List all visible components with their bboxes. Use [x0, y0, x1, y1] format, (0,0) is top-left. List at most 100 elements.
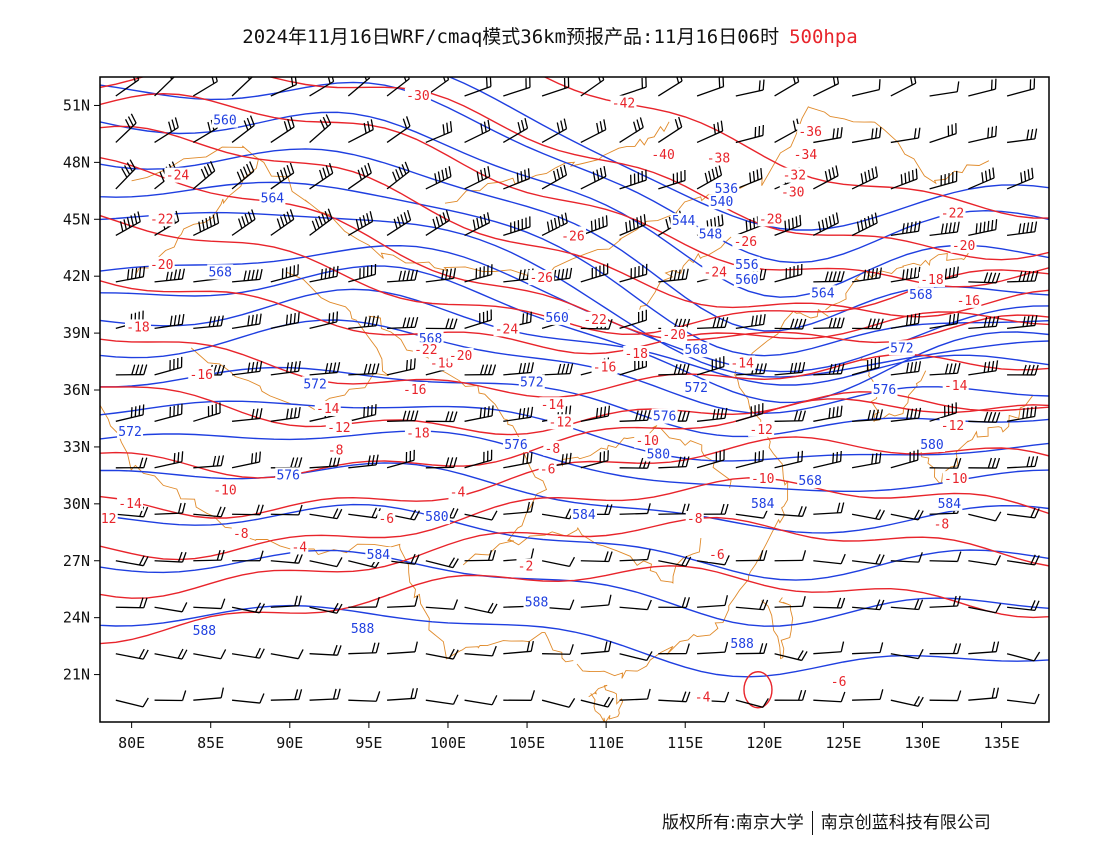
wind-barb — [813, 77, 840, 97]
height-contour-line — [100, 288, 1049, 386]
temperature-contour-label: -24 — [704, 265, 728, 280]
temperature-contour-label-bg — [448, 484, 467, 500]
lat-tick-label: 51N — [63, 96, 90, 114]
wind-barb — [503, 640, 534, 655]
border-line — [131, 106, 990, 281]
wind-barb — [192, 77, 218, 97]
wind-barb — [270, 312, 300, 329]
wind-barb — [658, 456, 690, 469]
wind-barb — [851, 452, 882, 469]
height-contour-line — [100, 148, 1049, 332]
height-contour-label-bg — [871, 382, 898, 398]
temperature-contour-line — [100, 77, 1049, 261]
company-text: 南京创蓝科技有限公司 — [820, 813, 991, 833]
contour-labels: 560 564 568 568 572 572 572 576 576 576 572 568 580 5… — [100, 87, 982, 705]
wind-barb — [541, 698, 576, 708]
wind-barb — [542, 644, 574, 655]
temperature-contour-label-bg — [702, 264, 729, 280]
wind-barb — [270, 689, 303, 701]
wind-barb — [154, 648, 188, 660]
temperature-contour-label-bg — [634, 433, 661, 449]
height-contour-label: 568 — [208, 265, 231, 280]
wind-barb — [580, 594, 612, 608]
border-line — [190, 271, 389, 413]
wind-barb — [1006, 554, 1040, 566]
wind-barb — [193, 506, 226, 518]
wind-barb — [657, 77, 683, 97]
temperature-contour-label: -8 — [934, 518, 950, 533]
temperature-contour-label: -2 — [518, 559, 534, 574]
wind-barb — [619, 651, 653, 662]
temperature-contour-label-bg — [950, 237, 977, 253]
wind-barb — [929, 402, 957, 422]
wind-barb — [735, 403, 764, 422]
temperature-contour-label: -14 — [944, 379, 968, 394]
temperature-contour-label-bg — [582, 311, 609, 327]
height-contour-label-bg — [713, 180, 740, 196]
temperature-contour-label-bg — [377, 511, 396, 527]
wind-barb — [658, 363, 690, 376]
wind-barb — [890, 648, 924, 660]
wind-barb — [890, 695, 924, 707]
wind-barb — [929, 595, 961, 608]
wind-barb — [890, 509, 924, 521]
wind-barb — [619, 263, 648, 283]
wind-barb — [658, 170, 686, 190]
wind-barb — [735, 313, 766, 330]
wind-barb — [270, 264, 299, 283]
temperature-contour-label: -40 — [651, 148, 674, 163]
wind-barb — [851, 509, 885, 521]
wind-barb — [464, 550, 497, 562]
wind-barb — [115, 597, 148, 609]
height-contour-line — [100, 211, 1049, 378]
wind-barb — [115, 555, 149, 567]
wind-barb — [658, 597, 690, 609]
height-contour-label-bg — [708, 194, 735, 210]
wind-barb — [735, 550, 768, 562]
lon-tick-label: 115E — [667, 734, 703, 752]
wind-barb — [154, 356, 183, 376]
height-contour-label-bg — [797, 473, 824, 489]
height-contour-label: 568 — [685, 343, 708, 358]
temperature-contour-label-bg — [231, 526, 250, 542]
wind-barb — [232, 693, 265, 704]
height-contour-label: 584 — [572, 508, 596, 523]
wind-barb — [968, 511, 1002, 522]
wind-barb — [425, 694, 459, 705]
wind-barb — [231, 115, 255, 143]
border-line — [100, 404, 574, 663]
temperature-contour-label-bg — [493, 321, 520, 337]
wind-barb — [115, 697, 149, 708]
wind-barb — [503, 452, 533, 469]
temperature-contour-label-bg — [404, 425, 431, 441]
wind-barb — [425, 411, 458, 423]
lat-tick-label: 45N — [63, 210, 90, 228]
wind-barb — [193, 212, 220, 236]
wind-barb — [309, 508, 343, 520]
border-line — [134, 158, 260, 276]
wind-barb — [503, 362, 535, 376]
height-contour-label-bg — [645, 446, 672, 462]
wind-barb — [231, 361, 263, 376]
wind-barb — [851, 267, 882, 283]
wind-barb — [968, 411, 1001, 423]
temperature-contour-label-bg — [412, 342, 439, 358]
wind-barb — [348, 404, 377, 422]
temperature-contour-line — [100, 477, 1049, 561]
lon-tick-label: 100E — [430, 734, 466, 752]
wind-barb — [774, 214, 802, 237]
height-contour-label: 572 — [890, 341, 913, 356]
wind-barb — [348, 691, 381, 702]
temperature-contour-label-bg — [732, 234, 759, 250]
wind-barb — [929, 362, 961, 376]
height-contour-label: 560 — [735, 273, 758, 288]
wind-barb — [348, 596, 380, 608]
height-contour-label-bg — [907, 287, 934, 303]
wind-barb — [387, 410, 419, 422]
temperature-contour-label: -34 — [794, 148, 818, 163]
temperature-contour-line — [100, 565, 1049, 645]
wind-barb — [851, 127, 882, 144]
temperature-contour-label-bg — [942, 471, 969, 487]
wind-barb — [309, 208, 333, 236]
wind-barb — [1007, 364, 1039, 376]
